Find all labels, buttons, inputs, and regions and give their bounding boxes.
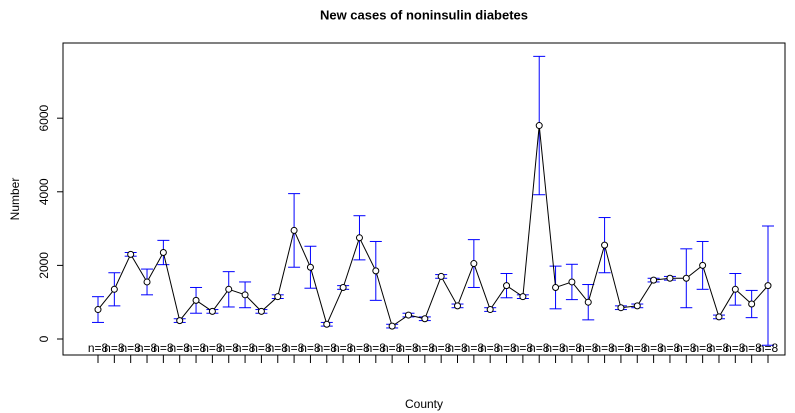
mean-point <box>699 261 707 269</box>
mean-point <box>748 300 756 308</box>
n-label: n=8 <box>268 341 289 355</box>
n-label: n=8 <box>643 341 664 355</box>
mean-point <box>94 306 102 314</box>
n-label: n=8 <box>333 341 354 355</box>
n-label: n=8 <box>317 341 338 355</box>
mean-point <box>715 313 723 321</box>
mean-point <box>535 122 543 130</box>
mean-point <box>159 249 167 257</box>
mean-point <box>208 307 216 315</box>
mean-point <box>731 285 739 293</box>
y-tick-label: 2000 <box>37 252 51 279</box>
n-label: n=8 <box>219 341 240 355</box>
mean-line <box>97 125 769 327</box>
n-label: n=8 <box>627 341 648 355</box>
x-axis-label: County <box>405 397 443 411</box>
mean-point <box>176 317 184 325</box>
mean-point <box>192 296 200 304</box>
n-label: n=8 <box>300 341 321 355</box>
n-label: n=8 <box>88 341 109 355</box>
y-tick-label: 4000 <box>37 178 51 205</box>
n-label: n=8 <box>202 341 223 355</box>
n-label: n=8 <box>447 341 468 355</box>
n-label: n=8 <box>415 341 436 355</box>
mean-point <box>437 272 445 280</box>
n-label: n=8 <box>529 341 550 355</box>
mean-point <box>143 278 151 286</box>
n-label: n=8 <box>709 341 730 355</box>
y-tick-label: 0 <box>37 335 51 342</box>
n-label: n=8 <box>235 341 256 355</box>
n-label: n=8 <box>398 341 419 355</box>
n-label: n=8 <box>741 341 762 355</box>
n-label: n=8 <box>562 341 583 355</box>
n-label: n=8 <box>725 341 746 355</box>
n-label: n=8 <box>545 341 566 355</box>
n-label: n=8 <box>153 341 174 355</box>
mean-point <box>519 293 527 301</box>
n-label: n=8 <box>366 341 387 355</box>
n-label: n=8 <box>104 341 125 355</box>
mean-point <box>290 226 298 234</box>
mean-point <box>633 302 641 310</box>
n-label: n=8 <box>170 341 191 355</box>
n-label: n=8 <box>676 341 697 355</box>
mean-point <box>617 304 625 312</box>
n-label: n=8 <box>251 341 272 355</box>
mean-point <box>274 293 282 301</box>
mean-point <box>486 306 494 314</box>
mean-point <box>127 250 135 258</box>
plot-frame <box>62 42 786 356</box>
mean-point <box>421 315 429 323</box>
n-label: n=8 <box>349 341 370 355</box>
mean-point <box>552 283 560 291</box>
mean-point <box>110 285 118 293</box>
mean-point <box>682 274 690 282</box>
mean-point <box>339 283 347 291</box>
mean-point <box>404 311 412 319</box>
mean-point <box>323 320 331 328</box>
mean-point <box>388 322 396 330</box>
mean-point <box>372 267 380 275</box>
mean-point <box>470 260 478 268</box>
n-label: n=8 <box>496 341 517 355</box>
n-label: n=8 <box>594 341 615 355</box>
n-label: n=8 <box>513 341 534 355</box>
n-label: n=8 <box>578 341 599 355</box>
n-label: n=8 <box>186 341 207 355</box>
chart-title: New cases of noninsulin diabetes <box>320 7 528 22</box>
mean-point <box>454 302 462 310</box>
y-tick-label: 6000 <box>37 105 51 132</box>
mean-point <box>355 234 363 242</box>
n-label: n=8 <box>758 341 779 355</box>
n-label: n=8 <box>382 341 403 355</box>
mean-point <box>764 282 772 290</box>
mean-point <box>503 282 511 290</box>
mean-point <box>568 278 576 286</box>
n-label: n=8 <box>137 341 158 355</box>
n-label: n=8 <box>431 341 452 355</box>
mean-point <box>601 241 609 249</box>
mean-point <box>306 263 314 271</box>
mean-point <box>257 307 265 315</box>
n-label: n=8 <box>121 341 142 355</box>
mean-point <box>584 298 592 306</box>
n-label: n=8 <box>660 341 681 355</box>
mean-point <box>225 285 233 293</box>
n-label: n=8 <box>692 341 713 355</box>
y-axis-label: Number <box>8 178 22 221</box>
mean-point <box>241 291 249 299</box>
n-label: n=8 <box>480 341 501 355</box>
n-label: n=8 <box>464 341 485 355</box>
mean-point <box>666 274 674 282</box>
n-label: n=8 <box>284 341 305 355</box>
mean-point <box>650 276 658 284</box>
n-label: n=8 <box>611 341 632 355</box>
